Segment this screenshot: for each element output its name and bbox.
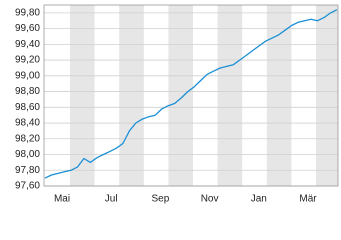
y-tick-label: 99,20 (15, 55, 40, 66)
y-tick-label: 98,40 (15, 118, 40, 129)
month-band (217, 5, 243, 186)
plot-frame (43, 4, 339, 187)
y-tick-label: 97,60 (15, 181, 40, 192)
y-tick-label: 98,60 (15, 102, 40, 113)
x-tick-label: Mär (299, 194, 317, 205)
month-band (316, 5, 338, 186)
y-tick-label: 98,80 (15, 86, 40, 97)
y-tick-label: 99,00 (15, 70, 40, 81)
y-tick-label: 99,40 (15, 39, 40, 50)
y-tick-label: 97,80 (15, 165, 40, 176)
x-tick-label: Sep (152, 194, 170, 205)
x-tick-label: Jan (251, 194, 267, 205)
x-tick-label: Nov (201, 194, 219, 205)
y-tick-label: 98,20 (15, 133, 40, 144)
month-band (70, 5, 95, 186)
month-band (168, 5, 193, 186)
x-tick-label: Jul (105, 194, 118, 205)
month-band (119, 5, 144, 186)
month-band (266, 5, 292, 186)
price-line (44, 9, 338, 179)
y-tick-label: 99,60 (15, 23, 40, 34)
y-tick-label: 99,80 (15, 8, 40, 19)
x-tick-label: Mai (54, 194, 70, 205)
y-tick-label: 98,00 (15, 149, 40, 160)
chart: 97,60 97,80 98,00 98,20 98,40 98,60 98,80 99,00… (15, 4, 339, 205)
